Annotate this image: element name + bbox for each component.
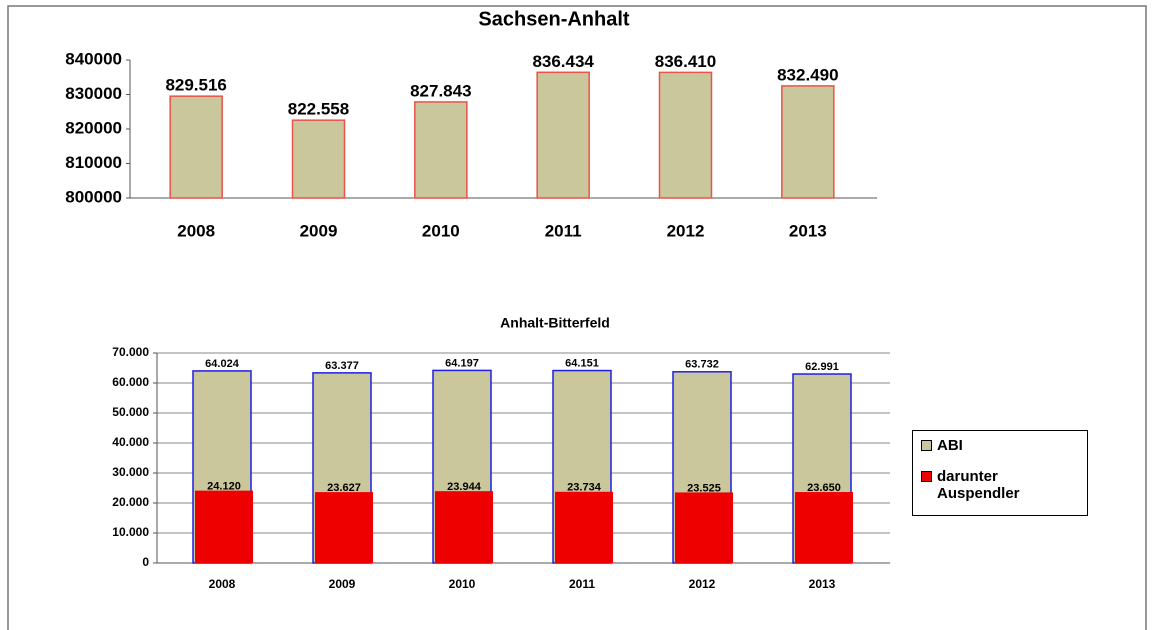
x-tick-label: 2012 [667,221,705,240]
x-tick-label: 2011 [569,577,595,591]
data-label: 23.944 [447,481,482,493]
x-tick-label: 2012 [689,577,716,591]
data-label: 64.197 [445,357,479,369]
y-tick-label: 50.000 [112,405,149,419]
legend-label: darunter Auspendler [937,468,1020,502]
bar [195,490,253,563]
data-label: 829.516 [165,76,226,95]
x-tick-label: 2009 [300,221,338,240]
y-tick-label: 30.000 [112,465,149,479]
data-label: 63.377 [325,360,359,372]
data-label: 64.024 [205,358,240,370]
data-label: 836.434 [532,52,594,71]
legend-label: ABI [937,437,963,454]
y-tick-label: 70.000 [112,345,149,359]
data-label: 64.151 [565,357,599,369]
data-label: 23.627 [327,482,361,494]
y-tick-label: 20.000 [112,495,149,509]
legend-item: darunter Auspendler [921,468,1079,502]
y-tick-label: 840000 [65,49,122,68]
bar [781,85,835,199]
x-tick-label: 2009 [329,577,356,591]
x-tick-label: 2010 [422,221,460,240]
bar [536,71,590,199]
data-label: 836.410 [655,52,716,71]
y-tick-label: 10.000 [112,525,149,539]
chart-title: Anhalt-Bitterfeld [500,315,610,331]
y-tick-label: 810000 [65,153,122,172]
bar [555,491,613,563]
chart-title: Sachsen-Anhalt [478,8,629,30]
y-tick-label: 60.000 [112,375,149,389]
data-label: 832.490 [777,65,838,84]
data-label: 23.650 [807,482,841,494]
data-label: 24.120 [207,481,241,493]
y-tick-label: 830000 [65,84,122,103]
data-label: 23.734 [567,482,602,494]
bar [795,492,853,563]
data-label: 822.558 [288,100,349,119]
y-tick-label: 0 [142,555,149,569]
bar [435,491,493,563]
bar [414,101,468,199]
legend-item: ABI [921,437,1079,454]
bar [291,119,346,199]
bar [315,492,373,563]
frame [7,5,1147,630]
data-label: 23.525 [687,482,721,494]
x-tick-label: 2008 [209,577,236,591]
x-tick-label: 2011 [545,221,582,240]
y-tick-label: 800000 [65,187,122,206]
legend-swatch [921,440,932,451]
x-tick-label: 2013 [789,221,827,240]
x-tick-label: 2013 [809,577,836,591]
bar [169,95,223,199]
y-tick-label: 40.000 [112,435,149,449]
x-tick-label: 2008 [177,221,215,240]
data-label: 63.732 [685,359,719,371]
data-label: 827.843 [410,81,471,100]
legend-swatch [921,471,932,482]
y-tick-label: 820000 [65,118,122,137]
bar [658,71,713,199]
legend: ABI darunter Auspendler [912,430,1088,516]
data-label: 62.991 [805,361,839,373]
bar [675,492,733,563]
x-tick-label: 2010 [449,577,476,591]
